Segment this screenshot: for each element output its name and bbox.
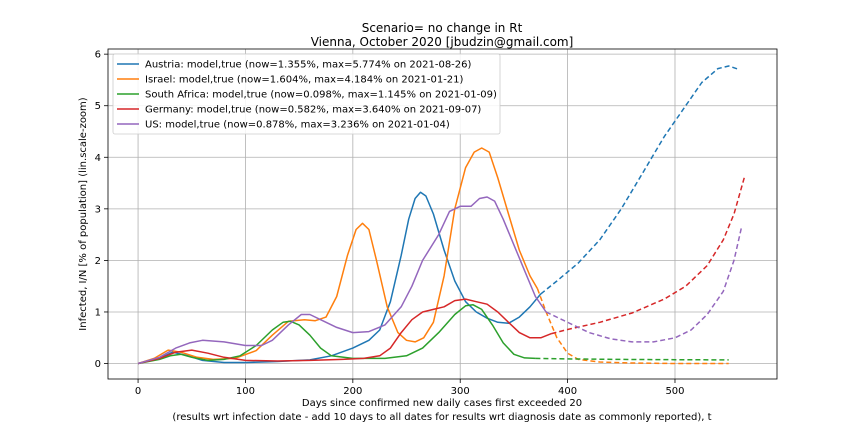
legend-entry: South Africa: model,true (now=0.098%, ma… [145,90,497,101]
series-line-dashed-0 [540,65,740,295]
y-tick-label: 4 [95,153,101,164]
series-line-solid-3 [137,298,552,365]
y-axis-label: Infected, I/N [% of population] (lin.sca… [78,97,89,330]
chart-title: Scenario= no change in Rt [362,21,523,35]
x-tick-label: 500 [665,386,684,397]
chart-subtitle: Vienna, October 2020 [jbudzin@gmail.com] [311,35,574,49]
y-tick-label: 6 [95,50,101,61]
y-tick-label: 0 [95,359,101,370]
series-line-dashed-4 [545,226,743,343]
x-axis-note: (results wrt infection date - add 10 day… [172,412,711,423]
legend-entry: Germany: model,true (now=0.582%, max=3.6… [145,105,481,116]
series-line-solid-4 [137,196,547,365]
plot-frame [107,48,778,380]
x-tick-label: 0 [135,386,141,397]
x-axis-ticks: 0 100 200 300 400 500 [135,379,685,397]
series-lines [137,65,746,365]
series-line-solid-0 [137,191,542,365]
series-line-dashed-3 [551,175,746,335]
series-line-dashed-2 [535,357,729,361]
legend: Austria: model,true (now=1.355%, max=5.7… [112,53,501,135]
x-tick-label: 300 [451,386,470,397]
y-tick-label: 3 [95,204,101,215]
series-line-solid-2 [137,304,536,365]
series-line-solid-1 [137,147,539,365]
y-tick-label: 2 [95,256,101,267]
x-tick-label: 100 [236,386,255,397]
x-tick-label: 200 [343,386,362,397]
legend-box [112,53,501,135]
y-tick-label: 5 [95,101,101,112]
legend-entry: Israel: model,true (now=1.604%, max=4.18… [145,75,464,86]
series-line-dashed-1 [536,288,729,365]
legend-entry: Austria: model,true (now=1.355%, max=5.7… [145,60,472,71]
y-tick-label: 1 [95,307,101,318]
legend-entry: US: model,true (now=0.878%, max=3.236% o… [145,120,450,131]
y-axis-ticks: 0 1 2 3 4 5 6 [95,50,108,370]
x-axis-label: Days since confirmed new daily cases fir… [302,398,582,409]
x-tick-label: 400 [558,386,577,397]
